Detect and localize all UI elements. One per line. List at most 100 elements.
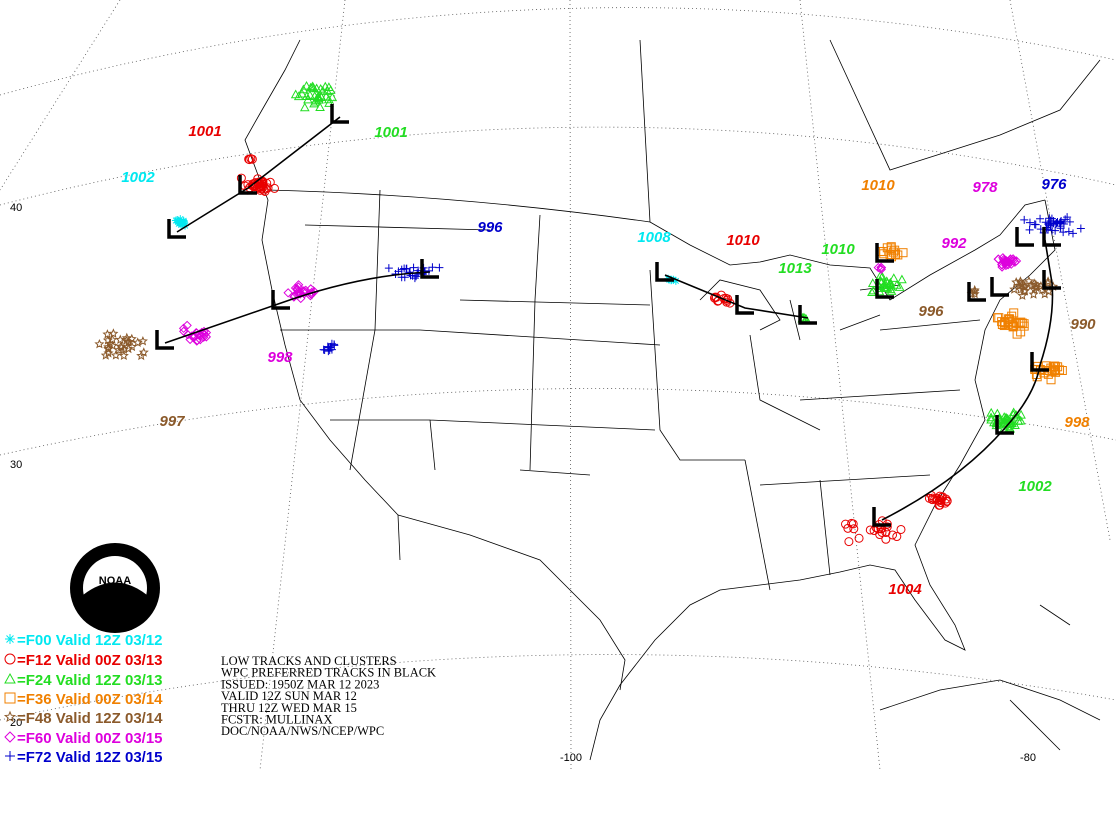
symbol	[244, 155, 254, 165]
pressure-label: 1001	[188, 123, 221, 140]
symbol	[1032, 372, 1042, 382]
symbol	[103, 343, 114, 354]
symbol	[94, 338, 105, 349]
legend-entry: =F72 Valid 12Z 03/15	[17, 749, 163, 766]
symbol	[898, 248, 908, 258]
pressure-label: 998	[1064, 414, 1090, 431]
symbol	[262, 178, 272, 188]
symbol	[261, 184, 271, 194]
symbol	[324, 98, 334, 107]
symbol	[123, 336, 134, 347]
symbol	[928, 493, 938, 503]
pressure-label: 998	[267, 349, 293, 366]
symbol	[1065, 217, 1074, 226]
symbol	[103, 341, 114, 352]
symbol	[299, 102, 310, 112]
symbol	[132, 337, 143, 347]
low-marker	[875, 243, 894, 263]
symbol	[1025, 225, 1034, 234]
symbol	[247, 154, 257, 164]
symbol	[100, 350, 111, 360]
low-marker	[872, 507, 891, 527]
symbol	[4, 672, 16, 684]
symbol	[321, 91, 331, 101]
pressure-label: 996	[918, 303, 944, 320]
symbol	[179, 216, 188, 225]
symbol	[875, 270, 886, 280]
low-marker	[990, 277, 1009, 297]
symbol	[1016, 409, 1026, 419]
symbol	[881, 534, 891, 544]
symbol	[888, 530, 898, 540]
symbol	[1025, 218, 1034, 227]
legend-entry: =F36 Valid 00Z 03/14	[17, 691, 163, 708]
lon-label: -80	[1020, 752, 1036, 764]
low-marker	[1042, 270, 1061, 290]
symbol	[435, 263, 444, 272]
symbol	[886, 286, 897, 295]
low-marker	[1015, 227, 1034, 247]
symbol	[1019, 282, 1030, 292]
symbol	[888, 273, 899, 282]
symbol	[180, 218, 189, 227]
low-marker	[798, 305, 817, 325]
pressure-label: 1010	[861, 177, 895, 194]
symbol	[892, 532, 902, 542]
legend-entry: =F60 Valid 00Z 03/15	[17, 730, 163, 747]
graticule	[0, 0, 1116, 771]
symbol	[110, 350, 121, 360]
symbol	[4, 653, 16, 665]
symbol	[1049, 365, 1059, 375]
symbol	[1036, 214, 1045, 223]
symbol	[1051, 219, 1060, 228]
low-marker	[995, 415, 1014, 435]
symbol	[409, 263, 418, 272]
symbol	[1047, 214, 1056, 223]
symbol	[178, 323, 189, 334]
symbol	[1017, 318, 1027, 328]
symbol	[283, 288, 293, 298]
symbol	[849, 524, 859, 534]
symbol	[1061, 215, 1070, 224]
lat-label: 30	[10, 459, 22, 471]
symbol	[320, 81, 331, 91]
symbol	[999, 254, 1009, 265]
symbol	[4, 731, 16, 743]
pressure-label: 1008	[637, 229, 671, 246]
symbol	[108, 328, 119, 338]
symbol	[297, 88, 307, 98]
symbol	[320, 345, 329, 354]
low-marker	[271, 290, 290, 310]
pressure-labels: 1001 1001 1002 996 998 997 1008 1010 101…	[121, 123, 1096, 598]
low-marker	[330, 104, 349, 124]
pressure-label: 997	[159, 413, 185, 430]
symbol	[1001, 413, 1012, 423]
symbol	[201, 332, 212, 342]
low-marker	[238, 175, 257, 195]
symbol	[997, 260, 1007, 270]
symbol	[1076, 224, 1085, 233]
symbol	[113, 344, 124, 355]
symbol	[1053, 218, 1062, 227]
symbol	[327, 92, 338, 102]
pressure-label: 978	[972, 179, 998, 196]
symbol	[255, 182, 265, 192]
symbol	[121, 332, 132, 343]
legend-entry: =F48 Valid 12Z 03/14	[17, 710, 163, 727]
low-marker	[655, 262, 674, 282]
symbol	[269, 183, 279, 193]
symbol	[882, 522, 892, 532]
lon-label: -100	[560, 752, 582, 764]
symbol	[1001, 256, 1012, 267]
symbol	[882, 283, 893, 292]
symbol	[934, 500, 944, 510]
low-marker	[967, 282, 986, 302]
pressure-label: 990	[1070, 316, 1096, 333]
symbol	[179, 326, 189, 337]
symbol	[969, 288, 980, 299]
symbol	[847, 518, 857, 528]
symbol	[290, 89, 301, 99]
symbol	[137, 336, 148, 346]
